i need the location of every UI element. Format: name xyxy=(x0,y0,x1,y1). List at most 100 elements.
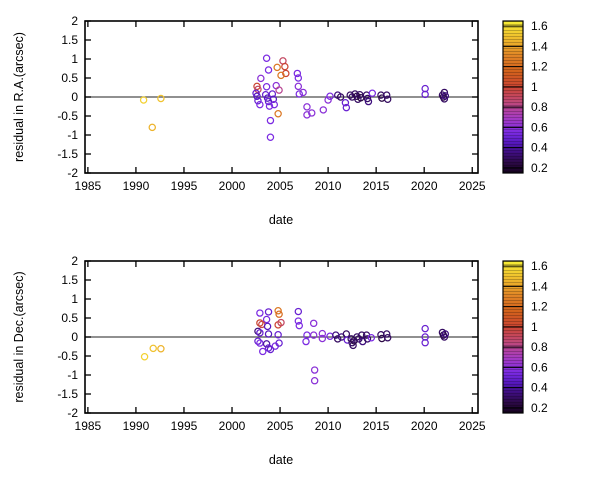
colorbar-tick-label: 0.2 xyxy=(531,401,548,415)
data-point xyxy=(308,109,316,117)
y-tick-label: -1 xyxy=(67,128,78,142)
data-point xyxy=(302,337,310,346)
data-point xyxy=(349,341,357,350)
data-point xyxy=(382,330,391,338)
data-point xyxy=(264,308,273,316)
data-point xyxy=(268,90,277,98)
data-point xyxy=(324,96,332,104)
plot-frame xyxy=(84,260,479,414)
data-point xyxy=(259,347,267,356)
data-point xyxy=(254,97,262,105)
colorbar-tick-label: 0.4 xyxy=(531,381,548,395)
y-tick-label: -0.5 xyxy=(57,109,78,123)
colorbar-tick-label: 1.2 xyxy=(531,300,548,314)
x-tick-label: 2005 xyxy=(267,419,294,433)
colorbar-tick-label: 1 xyxy=(531,320,538,334)
x-tick-label: 2000 xyxy=(219,179,246,193)
data-point xyxy=(139,96,148,104)
data-point xyxy=(254,85,262,94)
y-tick-label: 2 xyxy=(71,14,78,28)
x-tick-label: 2005 xyxy=(267,179,294,193)
x-tick-label: 1985 xyxy=(75,419,102,433)
data-point xyxy=(256,100,264,109)
data-point xyxy=(262,83,271,91)
data-point xyxy=(294,82,303,91)
data-point xyxy=(421,90,429,99)
data-point xyxy=(270,100,279,109)
data-point xyxy=(275,339,283,347)
data-point xyxy=(281,62,289,71)
data-point xyxy=(294,317,303,325)
x-tick-label: 1995 xyxy=(171,419,198,433)
data-point xyxy=(368,89,377,97)
data-point xyxy=(277,318,285,327)
data-point xyxy=(383,334,392,342)
data-point xyxy=(310,376,319,385)
y-tick-label: -1.5 xyxy=(57,387,78,401)
x-tick-label: 2025 xyxy=(459,179,486,193)
x-tick-label: 2015 xyxy=(363,419,390,433)
data-point xyxy=(254,327,262,336)
y-tick-label: 0.5 xyxy=(61,71,78,85)
data-point xyxy=(309,319,318,328)
x-tick-label: 2015 xyxy=(363,179,390,193)
plot-frame xyxy=(84,20,479,174)
data-point xyxy=(140,353,149,361)
data-point xyxy=(269,95,278,104)
y-tick-label: -1.5 xyxy=(57,147,78,161)
data-point xyxy=(273,63,281,72)
data-point xyxy=(275,86,283,94)
colorbar-tick-label: 1.6 xyxy=(531,19,548,33)
y-tick-label: -1 xyxy=(67,368,78,382)
data-point xyxy=(383,95,392,104)
data-point xyxy=(149,344,157,353)
colorbar: 0.2 0.4 0.6 0.8 1 1.2 1.4 1.6 xyxy=(502,259,548,415)
y-tick-label: -2 xyxy=(67,406,78,420)
x-tick-label: 2010 xyxy=(315,419,342,433)
colorbar-tick-label: 1 xyxy=(531,80,538,94)
data-point xyxy=(274,330,282,339)
data-point xyxy=(363,335,372,343)
data-point xyxy=(319,106,328,114)
colorbar: 0.2 0.4 0.6 0.8 1 1.2 1.4 1.6 xyxy=(502,19,548,175)
data-point xyxy=(303,111,311,119)
colorbar-tick-label: 0.6 xyxy=(531,360,548,374)
x-tick-label: 2000 xyxy=(219,419,246,433)
x-tick-label: 1985 xyxy=(75,179,102,193)
data-point xyxy=(256,319,264,327)
y-tick-label: 0 xyxy=(71,90,78,104)
panel-ra: 1985 1990 1995 2000 2005 2010 2015 2020 2025 2 1.5… xyxy=(57,14,548,193)
data-point xyxy=(326,332,334,340)
data-point xyxy=(441,330,450,338)
panel-dec: 1985 1990 1995 2000 2005 2010 2015 2020 2025 2 1.5… xyxy=(57,254,548,433)
data-point xyxy=(333,335,342,343)
colorbar-border xyxy=(502,20,524,174)
data-point xyxy=(157,94,165,103)
data-point xyxy=(342,103,351,112)
x-tick-label: 2010 xyxy=(315,179,342,193)
data-point xyxy=(157,345,165,353)
colorbar-tick-label: 0.8 xyxy=(531,100,548,114)
x-tick-label: 1995 xyxy=(171,179,198,193)
colorbar-tick-label: 0.6 xyxy=(531,120,548,134)
data-point xyxy=(295,90,304,98)
data-point xyxy=(253,92,261,100)
data-point xyxy=(264,66,273,74)
data-point xyxy=(441,92,450,100)
colorbar-tick-label: 1.2 xyxy=(531,60,548,74)
x-tick-label: 2020 xyxy=(411,179,438,193)
y-tick-label: -2 xyxy=(67,166,78,180)
y-tick-label: 1 xyxy=(71,292,78,306)
data-point xyxy=(309,331,318,339)
data-point xyxy=(367,334,376,342)
data-point xyxy=(318,334,327,343)
data-point xyxy=(257,74,265,83)
data-point xyxy=(318,329,327,338)
data-point xyxy=(382,91,391,99)
colorbar-tick-label: 1.6 xyxy=(531,259,548,273)
y-tick-label: 1 xyxy=(71,52,78,66)
data-point xyxy=(148,123,156,132)
data-point xyxy=(265,102,274,110)
